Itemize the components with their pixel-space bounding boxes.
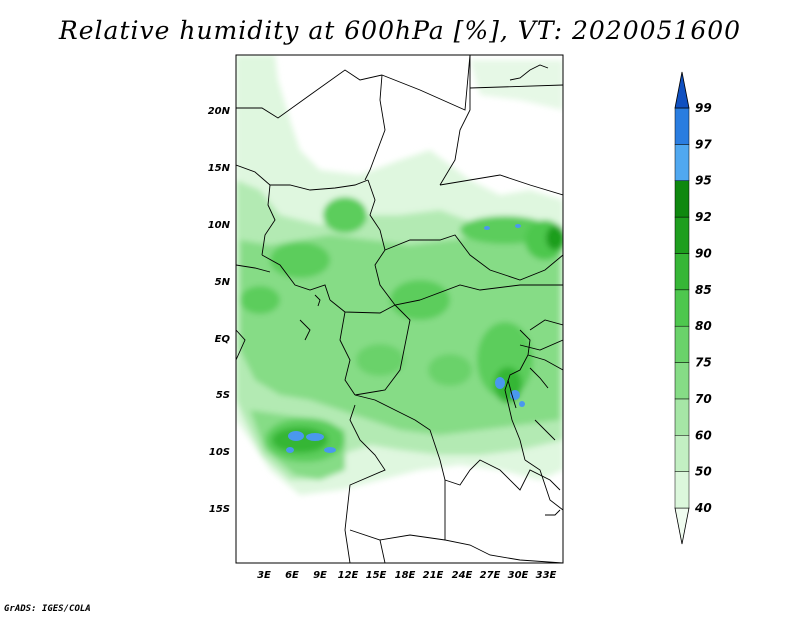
colorbar-label-85: 85 <box>695 283 712 297</box>
colorbar-label-95: 95 <box>695 174 712 188</box>
lat-label-10n: 10N <box>208 220 231 231</box>
colorbar-segment <box>674 216 690 254</box>
lat-label-5n: 5N <box>215 277 231 288</box>
lat-label-20n: 20N <box>208 106 231 117</box>
colorbar-label-92: 92 <box>695 210 712 224</box>
colorbar-label-40: 40 <box>694 501 712 515</box>
colorbar-label-99: 99 <box>695 101 712 115</box>
colorbar-label-60: 60 <box>695 428 712 442</box>
latitude-axis: 20N 15N 10N 5N EQ 5S 10S 15S <box>208 106 231 515</box>
colorbar-segment <box>674 471 690 509</box>
colorbar-segment <box>674 253 690 291</box>
colorbar-label-90: 90 <box>695 246 712 260</box>
longitude-axis: 3E 6E 9E 12E 15E 18E 21E 24E 27E 30E 33E <box>257 570 556 581</box>
colorbar-segment <box>674 325 690 363</box>
colorbar-segment <box>674 398 690 436</box>
lat-label-10s: 10S <box>209 447 230 458</box>
lon-label-24e: 24E <box>452 570 473 581</box>
lat-label-eq: EQ <box>215 334 231 345</box>
lon-label-3e: 3E <box>257 570 271 581</box>
colorbar-segment <box>674 362 690 400</box>
lon-label-33e: 33E <box>536 570 557 581</box>
lon-label-18e: 18E <box>395 570 416 581</box>
colorbar-segment <box>674 180 690 218</box>
colorbar-upper-triangle <box>674 71 690 109</box>
lon-label-9e: 9E <box>313 570 327 581</box>
lon-label-27e: 27E <box>480 570 501 581</box>
colorbar-label-70: 70 <box>695 392 712 406</box>
colorbar-label-50: 50 <box>695 465 712 479</box>
lon-label-12e: 12E <box>338 570 359 581</box>
colorbar: 40 50 60 70 75 80 85 90 92 95 97 99 <box>674 71 712 545</box>
country-borders <box>236 55 563 563</box>
colorbar-lower-triangle <box>674 507 690 545</box>
humidity-field <box>236 55 563 563</box>
lat-label-15s: 15S <box>209 504 230 515</box>
lon-label-21e: 21E <box>423 570 444 581</box>
lat-label-15n: 15N <box>208 163 231 174</box>
colorbar-label-80: 80 <box>695 319 712 333</box>
lon-label-30e: 30E <box>508 570 529 581</box>
grads-credit: GrADS: IGES/COLA <box>4 604 91 614</box>
lon-label-15e: 15E <box>366 570 387 581</box>
lat-label-5s: 5S <box>216 390 230 401</box>
colorbar-segment <box>674 144 690 181</box>
colorbar-segment <box>674 107 690 145</box>
colorbar-segment <box>674 435 690 472</box>
map-frame <box>235 54 564 564</box>
colorbar-label-75: 75 <box>695 356 712 370</box>
colorbar-label-97: 97 <box>695 137 712 151</box>
chart-title: Relative humidity at 600hPa [%], VT: 202… <box>58 16 742 45</box>
colorbar-segment <box>674 289 690 327</box>
lon-label-6e: 6E <box>285 570 299 581</box>
